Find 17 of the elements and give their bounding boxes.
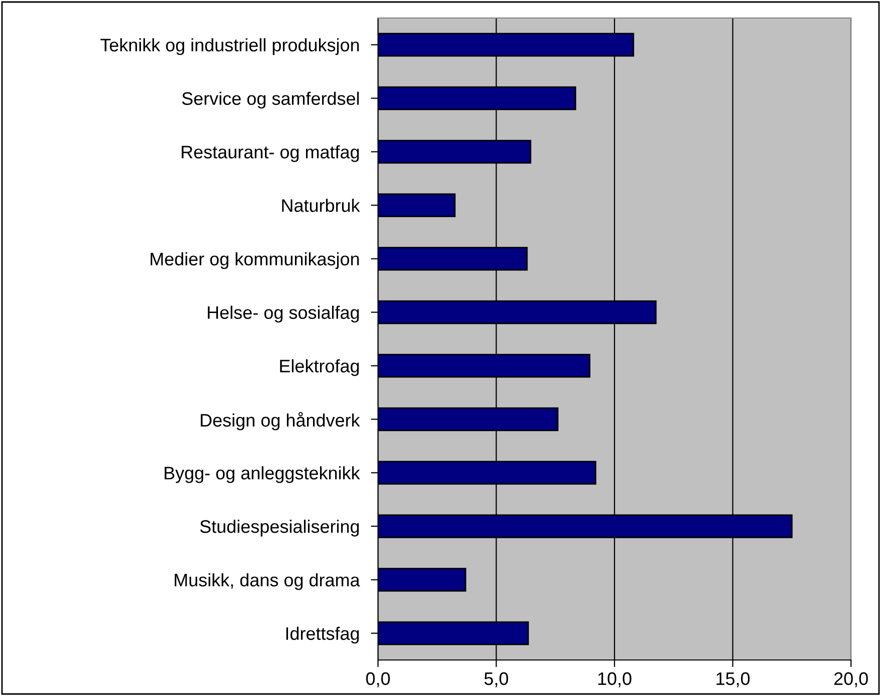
y-tick-label: Elektrofag <box>280 359 359 376</box>
y-tick-label: Idrettsfag <box>286 626 359 644</box>
y-tick-label: Bygg- og anleggsteknikk <box>164 466 360 484</box>
x-tick-label: 10,0 <box>598 672 632 688</box>
y-tick-label: Studiespesialisering <box>200 520 359 537</box>
x-tick-label: 5,0 <box>484 672 508 688</box>
x-tick-label: 15,0 <box>716 672 750 688</box>
y-tick-label: Service og samferdsel <box>182 92 359 109</box>
y-tick-label: Design og håndverk <box>200 412 360 430</box>
x-tick-label: 20,0 <box>834 672 868 688</box>
y-tick-label: Helse- og sosialfag <box>208 306 359 323</box>
x-tick-label: 0,0 <box>366 672 390 688</box>
y-tick-label: Naturbruk <box>282 198 360 212</box>
y-tick-label: Musikk, dans og drama <box>174 573 360 590</box>
y-tick-label: Restaurant- og matfag <box>182 145 359 162</box>
y-tick-label: Medier og kommunikasjon <box>150 252 359 270</box>
y-tick-label: Teknikk og industriell produksjon <box>100 38 359 56</box>
